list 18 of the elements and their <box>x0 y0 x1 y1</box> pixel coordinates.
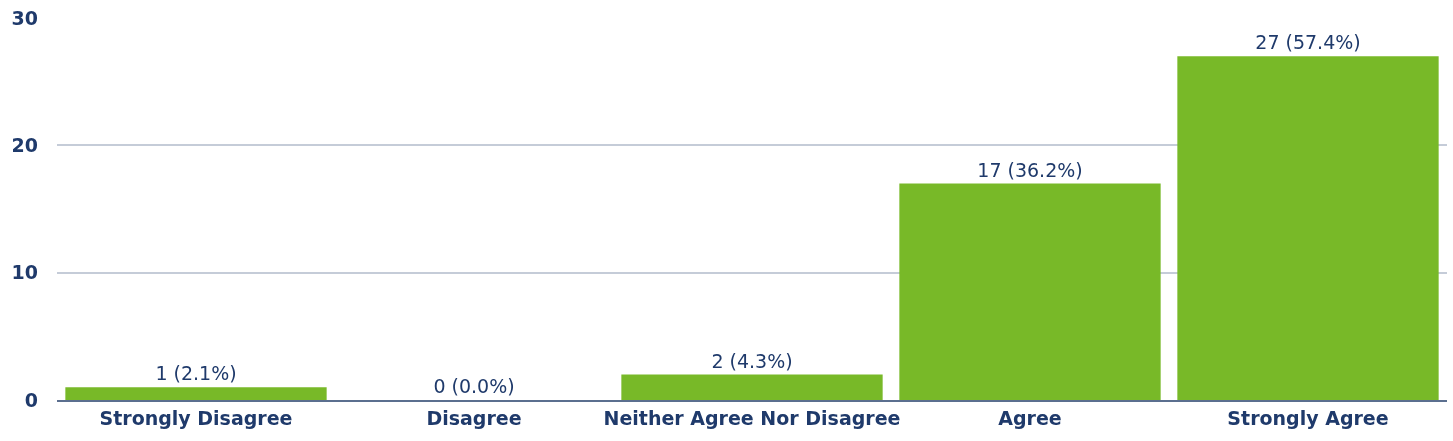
bar <box>899 183 1161 400</box>
bar <box>1177 56 1439 400</box>
x-tick-label: Strongly Agree <box>1227 406 1389 429</box>
y-tick-label: 10 <box>11 261 38 284</box>
y-tick-label: 30 <box>11 6 38 29</box>
bar <box>65 387 327 400</box>
data-label: 17 (36.2%) <box>977 158 1083 181</box>
x-tick-label: Disagree <box>426 406 522 429</box>
data-label: 27 (57.4%) <box>1255 31 1361 54</box>
data-label: 0 (0.0%) <box>433 375 515 397</box>
y-tick-label: 0 <box>24 388 38 411</box>
data-label: 1 (2.1%) <box>155 362 237 385</box>
y-tick-label: 20 <box>11 133 38 156</box>
x-tick-label: Agree <box>998 406 1062 429</box>
data-label: 2 (4.3%) <box>711 349 793 372</box>
x-tick-label: Neither Agree Nor Disagree <box>603 406 901 429</box>
bar <box>621 374 883 400</box>
x-tick-label: Strongly Disagree <box>99 406 293 429</box>
